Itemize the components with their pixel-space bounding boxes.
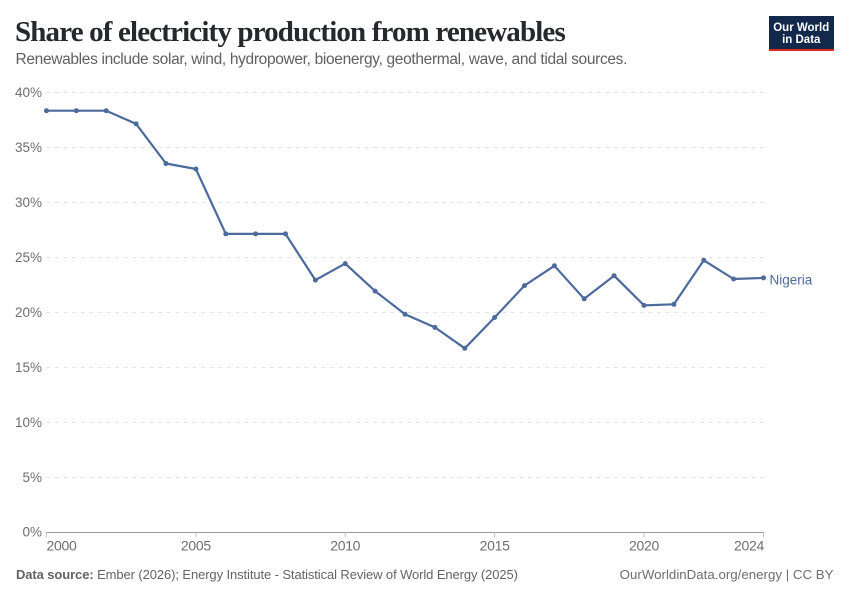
- svg-text:0%: 0%: [22, 525, 42, 540]
- svg-text:2015: 2015: [480, 538, 510, 554]
- svg-text:40%: 40%: [15, 85, 42, 100]
- svg-text:30%: 30%: [15, 195, 42, 210]
- svg-text:20%: 20%: [15, 305, 42, 320]
- svg-text:Nigeria: Nigeria: [770, 273, 813, 288]
- svg-text:35%: 35%: [15, 140, 42, 155]
- svg-text:10%: 10%: [15, 415, 42, 430]
- svg-text:2020: 2020: [629, 538, 659, 554]
- svg-text:2000: 2000: [47, 538, 77, 554]
- svg-text:5%: 5%: [22, 470, 42, 485]
- svg-text:2024: 2024: [734, 538, 764, 554]
- svg-text:15%: 15%: [15, 360, 42, 375]
- svg-text:2010: 2010: [330, 538, 360, 554]
- svg-text:25%: 25%: [15, 250, 42, 265]
- svg-text:2005: 2005: [181, 538, 211, 554]
